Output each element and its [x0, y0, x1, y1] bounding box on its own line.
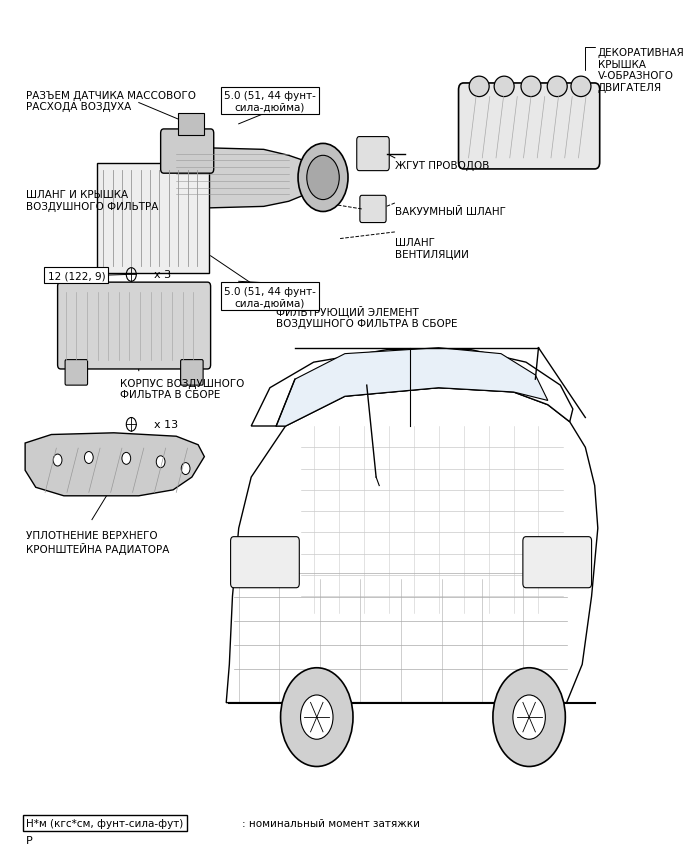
Circle shape: [53, 455, 62, 467]
Text: ФИЛЬТРУЮЩИЙ ЭЛЕМЕНТ
ВОЗДУШНОГО ФИЛЬТРА В СБОРЕ: ФИЛЬТРУЮЩИЙ ЭЛЕМЕНТ ВОЗДУШНОГО ФИЛЬТРА В…: [276, 305, 457, 328]
Text: 5.0 (51, 44 фунт-
сила-дюйма): 5.0 (51, 44 фунт- сила-дюйма): [224, 90, 316, 113]
Text: ШЛАНГ
ВЕНТИЛЯЦИИ: ШЛАНГ ВЕНТИЛЯЦИИ: [395, 238, 469, 259]
Circle shape: [181, 463, 190, 475]
Text: Н*м (кгс*см, фунт-сила-фут): Н*м (кгс*см, фунт-сила-фут): [26, 818, 184, 827]
Polygon shape: [251, 350, 573, 426]
FancyBboxPatch shape: [57, 283, 210, 369]
FancyBboxPatch shape: [459, 84, 600, 170]
FancyBboxPatch shape: [523, 537, 591, 588]
Circle shape: [122, 453, 130, 465]
Ellipse shape: [547, 77, 567, 97]
Text: 5.0 (51, 44 фунт-
сила-дюйма): 5.0 (51, 44 фунт- сила-дюйма): [224, 287, 316, 308]
Circle shape: [513, 695, 545, 740]
Polygon shape: [164, 148, 326, 210]
Ellipse shape: [469, 77, 489, 97]
Ellipse shape: [571, 77, 591, 97]
Text: P: P: [26, 835, 33, 844]
Text: : номинальный момент затяжки: : номинальный момент затяжки: [241, 818, 420, 827]
Polygon shape: [276, 348, 548, 426]
Circle shape: [301, 695, 333, 740]
Circle shape: [84, 452, 93, 464]
FancyBboxPatch shape: [357, 137, 389, 171]
FancyBboxPatch shape: [161, 130, 214, 174]
Text: ДЕКОРАТИВНАЯ
КРЫШКА
V-ОБРАЗНОГО
ДВИГАТЕЛЯ: ДЕКОРАТИВНАЯ КРЫШКА V-ОБРАЗНОГО ДВИГАТЕЛ…: [598, 48, 684, 93]
Circle shape: [493, 668, 565, 767]
Circle shape: [307, 156, 339, 200]
Circle shape: [156, 456, 165, 468]
Polygon shape: [25, 433, 204, 496]
FancyBboxPatch shape: [230, 537, 299, 588]
FancyBboxPatch shape: [360, 196, 386, 223]
Polygon shape: [226, 388, 598, 703]
Circle shape: [298, 144, 348, 212]
FancyBboxPatch shape: [97, 164, 209, 274]
Text: ВАКУУМНЫЙ ШЛАНГ: ВАКУУМНЫЙ ШЛАНГ: [395, 207, 506, 218]
Text: х 3: х 3: [155, 270, 172, 280]
Text: ЖГУТ ПРОВОДОВ: ЖГУТ ПРОВОДОВ: [395, 161, 489, 171]
Text: УПЛОТНЕНИЕ ВЕРХНЕГО
КРОНШТЕЙНА РАДИАТОРА: УПЛОТНЕНИЕ ВЕРХНЕГО КРОНШТЕЙНА РАДИАТОРА: [26, 531, 170, 554]
Text: х 13: х 13: [155, 420, 179, 430]
FancyBboxPatch shape: [65, 360, 88, 386]
Ellipse shape: [494, 77, 514, 97]
Text: КОРПУС ВОЗДУШНОГО
ФИЛЬТРА В СБОРЕ: КОРПУС ВОЗДУШНОГО ФИЛЬТРА В СБОРЕ: [120, 378, 244, 400]
FancyBboxPatch shape: [181, 360, 203, 386]
Ellipse shape: [521, 77, 541, 97]
FancyBboxPatch shape: [178, 113, 204, 136]
Text: 12 (122, 9): 12 (122, 9): [48, 271, 105, 281]
Text: РАЗЪЕМ ДАТЧИКА МАССОВОГО
РАСХОДА ВОЗДУХА: РАЗЪЕМ ДАТЧИКА МАССОВОГО РАСХОДА ВОЗДУХА: [26, 90, 197, 113]
Circle shape: [281, 668, 353, 767]
Text: ШЛАНГ И КРЫШКА
ВОЗДУШНОГО ФИЛЬТРА: ШЛАНГ И КРЫШКА ВОЗДУШНОГО ФИЛЬТРА: [26, 190, 159, 212]
